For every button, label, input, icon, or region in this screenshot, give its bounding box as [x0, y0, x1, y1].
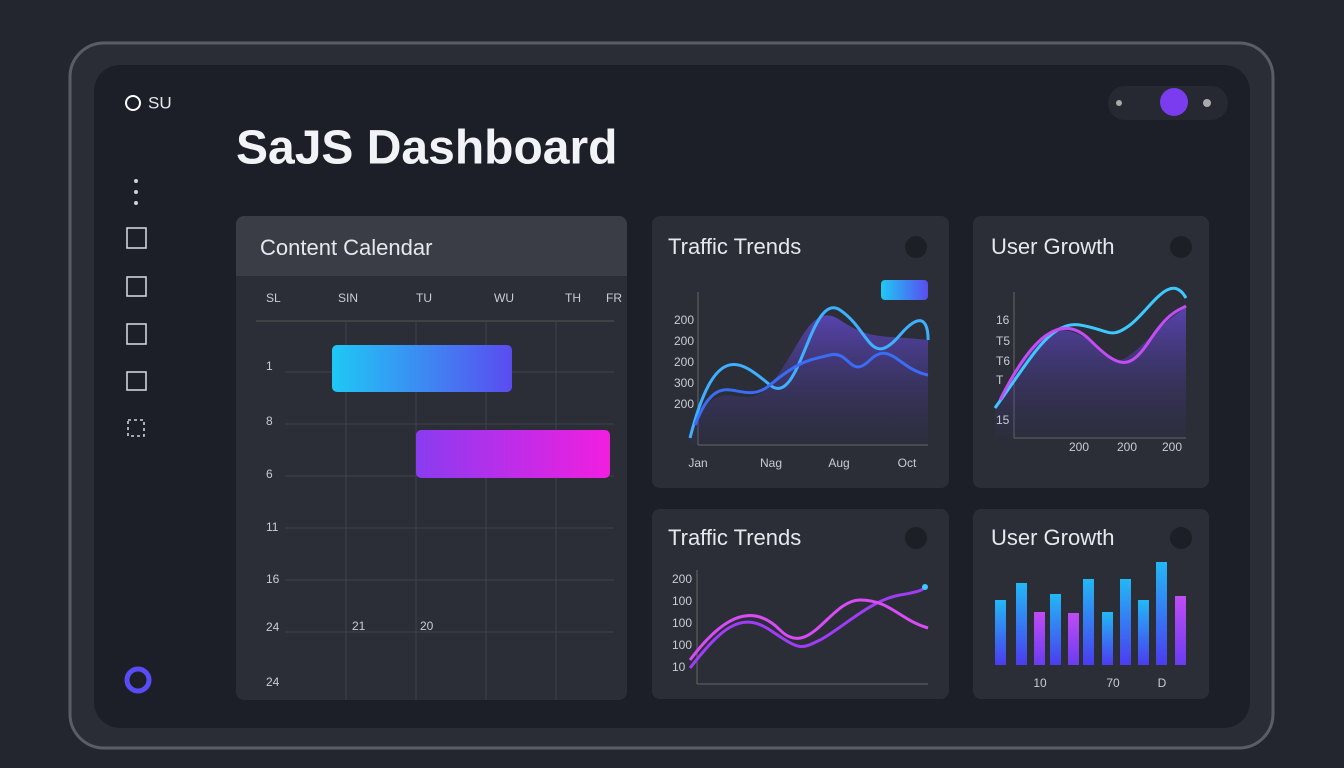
y-label: 200 [674, 355, 694, 369]
y-label: 200 [674, 334, 694, 348]
y-label: 100 [672, 594, 692, 608]
nav-icon[interactable] [127, 419, 145, 437]
toolbar-button[interactable] [1203, 99, 1211, 107]
row-label: 24 [266, 675, 280, 689]
y-label: 300 [674, 376, 694, 390]
x-label: D [1158, 676, 1167, 690]
x-label: 200 [1069, 440, 1089, 454]
nav-icon[interactable] [126, 227, 147, 249]
row-label: 8 [266, 414, 273, 428]
user-avatar[interactable] [124, 666, 152, 694]
nav-icon[interactable] [126, 276, 147, 297]
y-label: 15 [996, 413, 1010, 427]
x-label: 10 [1033, 676, 1047, 690]
card-title: User Growth [991, 525, 1114, 550]
toolbar-button[interactable] [1116, 100, 1122, 106]
y-label: T5 [996, 334, 1010, 348]
row-label: 24 [266, 620, 280, 634]
y-label: 10 [672, 660, 686, 674]
traffic-chart [688, 570, 929, 685]
card-title: Traffic Trends [668, 234, 801, 259]
day-header: WU [494, 291, 514, 305]
x-label: Jan [688, 456, 707, 470]
x-label: Oct [898, 456, 917, 470]
traffic-chart [688, 292, 930, 446]
x-label: 200 [1162, 440, 1182, 454]
card-title: User Growth [991, 234, 1114, 259]
x-label: 200 [1117, 440, 1137, 454]
calendar-event[interactable] [332, 345, 512, 392]
calendar-header [236, 216, 627, 276]
day-header: TH [565, 291, 581, 305]
y-label: 100 [672, 616, 692, 630]
y-label: 16 [996, 313, 1010, 327]
toolbar-button[interactable] [1160, 88, 1188, 116]
row-label: 11 [266, 520, 279, 534]
growth-bars [995, 562, 1186, 665]
badge [881, 280, 928, 300]
x-label: Aug [828, 456, 849, 470]
day-header: SL [266, 291, 281, 305]
y-label: 200 [674, 313, 694, 327]
y-label: T6 [996, 354, 1010, 368]
card-title: Traffic Trends [668, 525, 801, 550]
calendar-event[interactable] [416, 430, 610, 478]
y-label: 100 [672, 638, 692, 652]
day-header: SIN [338, 291, 358, 305]
brand: SU [148, 93, 172, 112]
traffic-card [652, 509, 949, 699]
day-header: TU [416, 291, 432, 305]
card-title: Content Calendar [260, 235, 432, 260]
nav-icon[interactable] [126, 371, 147, 391]
y-label: T [996, 373, 1004, 387]
y-label: 200 [674, 397, 694, 411]
growth-chart [993, 286, 1188, 439]
x-label: Nag [760, 456, 782, 470]
row-label: 1 [266, 359, 273, 373]
row-label: 6 [266, 467, 273, 481]
date-label: 20 [420, 619, 434, 633]
day-header: FR [606, 291, 622, 305]
page-title: SaJS Dashboard [236, 122, 617, 175]
row-label: 16 [266, 572, 280, 586]
card-menu[interactable] [905, 236, 1192, 549]
y-label: 200 [672, 572, 692, 586]
x-label: 70 [1106, 676, 1120, 690]
menu-icon[interactable] [134, 179, 138, 205]
brand-icon [125, 95, 141, 111]
nav-icon[interactable] [126, 323, 147, 345]
date-label: 21 [352, 619, 366, 633]
